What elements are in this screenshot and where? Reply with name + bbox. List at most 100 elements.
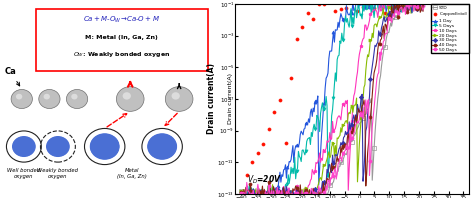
Capped$_{(initail)}$ (238, 193, 244, 196)
STD (246, 191, 251, 194)
STD (249, 192, 255, 194)
30 Days (407, 5, 413, 7)
5 Days (273, 194, 279, 196)
20 Days (273, 197, 278, 198)
20 Days (238, 189, 244, 192)
1 Day (238, 193, 244, 195)
30 Days (287, 191, 293, 193)
Text: Ca: Ca (5, 67, 19, 86)
Line: 40 Days: 40 Days (240, 0, 427, 198)
Line: 50 Days: 50 Days (240, 0, 427, 198)
STD (288, 193, 294, 195)
STD (414, 4, 419, 6)
Text: Weakly bonded
oxygen: Weakly bonded oxygen (37, 168, 78, 179)
STD (238, 190, 244, 192)
Text: Well bonded
oxygen: Well bonded oxygen (7, 168, 40, 179)
50 Days (246, 190, 251, 193)
Circle shape (11, 89, 32, 109)
Circle shape (46, 135, 70, 158)
Capped$_{(initail)}$ (408, 15, 414, 17)
10 Days (288, 191, 294, 193)
Circle shape (147, 133, 177, 160)
Circle shape (123, 92, 131, 100)
STD (407, 3, 413, 6)
Circle shape (117, 87, 144, 111)
30 Days (414, 8, 419, 10)
50 Days (422, 2, 428, 4)
STD (422, 3, 428, 5)
1 Day (273, 186, 279, 189)
Line: Capped$_{(initail)}$: Capped$_{(initail)}$ (240, 0, 427, 198)
50 Days (238, 192, 244, 195)
Capped$_{(initail)}$ (246, 172, 251, 175)
Line: STD: STD (240, 0, 427, 198)
STD (273, 190, 279, 192)
40 Days (415, 0, 420, 2)
Circle shape (71, 94, 78, 99)
10 Days (238, 192, 244, 195)
5 Days (250, 188, 256, 190)
Text: $Ca+M\text{-}O_W\!\rightarrow\!Ca\text{-}O+M$: $Ca+M\text{-}O_W\!\rightarrow\!Ca\text{-… (83, 15, 160, 25)
Text: Drain current(A): Drain current(A) (228, 73, 233, 125)
40 Days (238, 191, 244, 193)
5 Days (246, 184, 252, 186)
5 Days (288, 166, 294, 168)
STD (263, 196, 269, 198)
30 Days (238, 197, 244, 198)
Line: 1 Day: 1 Day (240, 0, 427, 198)
40 Days (249, 189, 255, 191)
Text: Metal
(In, Ga, Zn): Metal (In, Ga, Zn) (118, 168, 147, 179)
Text: $V_D$=20V: $V_D$=20V (247, 174, 282, 187)
40 Days (407, 3, 413, 5)
Capped$_{(initail)}$ (249, 160, 255, 163)
1 Day (246, 190, 251, 192)
10 Days (407, 5, 413, 7)
1 Day (249, 196, 255, 198)
50 Days (273, 192, 279, 195)
40 Days (273, 191, 278, 194)
Circle shape (39, 89, 60, 109)
Circle shape (66, 89, 88, 109)
Circle shape (172, 92, 180, 100)
Line: 20 Days: 20 Days (240, 0, 427, 198)
Line: 30 Days: 30 Days (240, 0, 427, 198)
40 Days (246, 189, 251, 191)
Capped$_{(initail)}$ (273, 115, 278, 117)
1 Day (422, 4, 428, 6)
40 Days (288, 192, 294, 195)
Capped$_{(initail)}$ (415, 0, 420, 2)
30 Days (246, 191, 251, 193)
Text: $O_W$: Weakly bonded oxygen: $O_W$: Weakly bonded oxygen (73, 50, 171, 59)
Line: 5 Days: 5 Days (240, 0, 427, 198)
20 Days (408, 12, 414, 14)
Capped$_{(initail)}$ (288, 77, 294, 79)
50 Days (407, 2, 413, 4)
20 Days (249, 192, 255, 195)
50 Days (288, 196, 294, 198)
Text: M: Metal (In, Ga, Zn): M: Metal (In, Ga, Zn) (85, 35, 158, 40)
20 Days (415, 2, 420, 4)
5 Days (238, 193, 244, 195)
Line: 10 Days: 10 Days (240, 0, 427, 198)
20 Days (246, 191, 251, 193)
5 Days (408, 7, 414, 9)
20 Days (287, 190, 293, 192)
10 Days (249, 195, 255, 197)
1 Day (288, 158, 294, 161)
10 Days (422, 6, 428, 8)
Circle shape (16, 94, 22, 99)
STD (418, 0, 424, 3)
10 Days (415, 5, 420, 7)
Legend: STD, Capped$_{(initail)}$, 1 Day, 5 Days, 10 Days, 20 Days, 30 Days, 40 Days, 50: STD, Capped$_{(initail)}$, 1 Day, 5 Days… (431, 4, 469, 53)
Circle shape (11, 135, 36, 158)
10 Days (246, 194, 251, 196)
20 Days (422, 2, 428, 5)
Circle shape (165, 87, 193, 111)
Circle shape (44, 94, 50, 99)
1 Day (415, 0, 420, 1)
30 Days (422, 0, 428, 3)
FancyBboxPatch shape (36, 9, 208, 71)
Capped$_{(initail)}$ (422, 0, 428, 1)
50 Days (249, 194, 255, 196)
Y-axis label: Drain current(A): Drain current(A) (207, 64, 216, 134)
